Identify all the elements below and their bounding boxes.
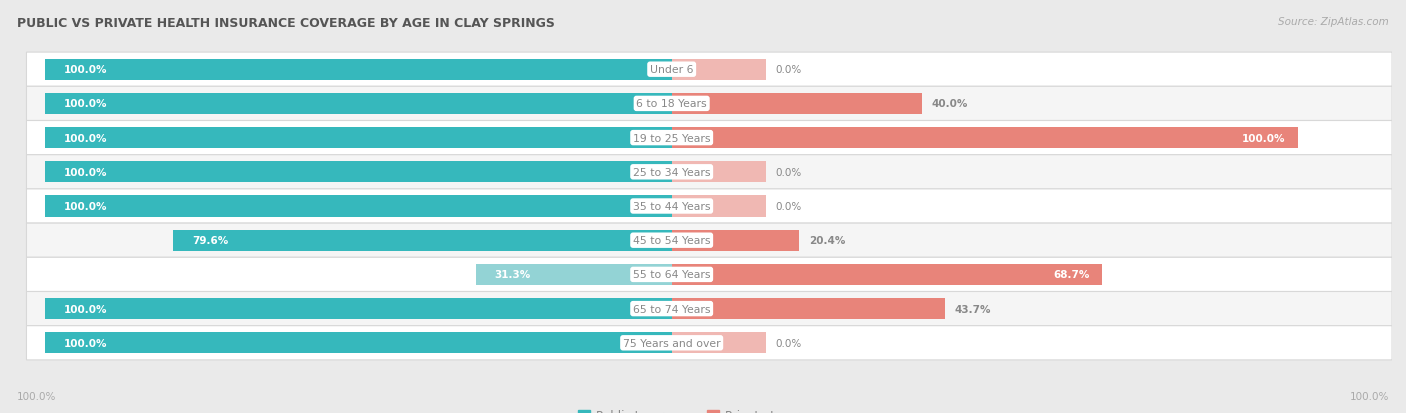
Text: 100.0%: 100.0% bbox=[65, 202, 108, 211]
Text: 100.0%: 100.0% bbox=[1241, 133, 1285, 143]
Text: 100.0%: 100.0% bbox=[65, 304, 108, 314]
Text: 6 to 18 Years: 6 to 18 Years bbox=[637, 99, 707, 109]
Bar bbox=[45, 162, 672, 183]
Text: 68.7%: 68.7% bbox=[1053, 270, 1090, 280]
Text: 100.0%: 100.0% bbox=[65, 133, 108, 143]
FancyBboxPatch shape bbox=[27, 258, 1392, 292]
Bar bbox=[672, 298, 945, 319]
Text: 79.6%: 79.6% bbox=[193, 236, 228, 246]
Text: 25 to 34 Years: 25 to 34 Years bbox=[633, 167, 710, 177]
Bar bbox=[672, 264, 1102, 285]
Text: 19 to 25 Years: 19 to 25 Years bbox=[633, 133, 710, 143]
Text: 100.0%: 100.0% bbox=[65, 338, 108, 348]
FancyBboxPatch shape bbox=[27, 53, 1392, 87]
Bar bbox=[45, 94, 672, 115]
Text: 35 to 44 Years: 35 to 44 Years bbox=[633, 202, 710, 211]
Bar bbox=[45, 59, 672, 81]
Text: 40.0%: 40.0% bbox=[932, 99, 967, 109]
Bar bbox=[672, 196, 766, 217]
FancyBboxPatch shape bbox=[27, 121, 1392, 155]
Bar bbox=[672, 94, 922, 115]
Text: 45 to 54 Years: 45 to 54 Years bbox=[633, 236, 710, 246]
Text: 0.0%: 0.0% bbox=[775, 202, 801, 211]
Text: 100.0%: 100.0% bbox=[65, 65, 108, 75]
Bar bbox=[672, 128, 1298, 149]
Text: 43.7%: 43.7% bbox=[955, 304, 991, 314]
Text: PUBLIC VS PRIVATE HEALTH INSURANCE COVERAGE BY AGE IN CLAY SPRINGS: PUBLIC VS PRIVATE HEALTH INSURANCE COVER… bbox=[17, 17, 555, 29]
Text: 100.0%: 100.0% bbox=[65, 167, 108, 177]
FancyBboxPatch shape bbox=[27, 155, 1392, 190]
Legend: Public Insurance, Private Insurance: Public Insurance, Private Insurance bbox=[574, 404, 832, 413]
FancyBboxPatch shape bbox=[27, 190, 1392, 223]
Text: 100.0%: 100.0% bbox=[17, 391, 56, 401]
Text: 0.0%: 0.0% bbox=[775, 167, 801, 177]
Bar bbox=[45, 332, 672, 354]
Bar bbox=[672, 332, 766, 354]
FancyBboxPatch shape bbox=[27, 326, 1392, 360]
Bar bbox=[672, 230, 800, 251]
FancyBboxPatch shape bbox=[27, 223, 1392, 258]
Bar bbox=[672, 59, 766, 81]
FancyBboxPatch shape bbox=[27, 292, 1392, 326]
Bar bbox=[672, 162, 766, 183]
Bar bbox=[45, 196, 672, 217]
Bar bbox=[45, 128, 672, 149]
Text: 0.0%: 0.0% bbox=[775, 338, 801, 348]
Bar bbox=[173, 230, 672, 251]
Text: 20.4%: 20.4% bbox=[808, 236, 845, 246]
Text: 55 to 64 Years: 55 to 64 Years bbox=[633, 270, 710, 280]
Bar bbox=[475, 264, 672, 285]
FancyBboxPatch shape bbox=[27, 87, 1392, 121]
Text: 100.0%: 100.0% bbox=[1350, 391, 1389, 401]
Text: 100.0%: 100.0% bbox=[65, 99, 108, 109]
Text: 31.3%: 31.3% bbox=[495, 270, 530, 280]
Text: 75 Years and over: 75 Years and over bbox=[623, 338, 720, 348]
Text: 65 to 74 Years: 65 to 74 Years bbox=[633, 304, 710, 314]
Bar bbox=[45, 298, 672, 319]
Text: Under 6: Under 6 bbox=[650, 65, 693, 75]
Text: Source: ZipAtlas.com: Source: ZipAtlas.com bbox=[1278, 17, 1389, 26]
Text: 0.0%: 0.0% bbox=[775, 65, 801, 75]
